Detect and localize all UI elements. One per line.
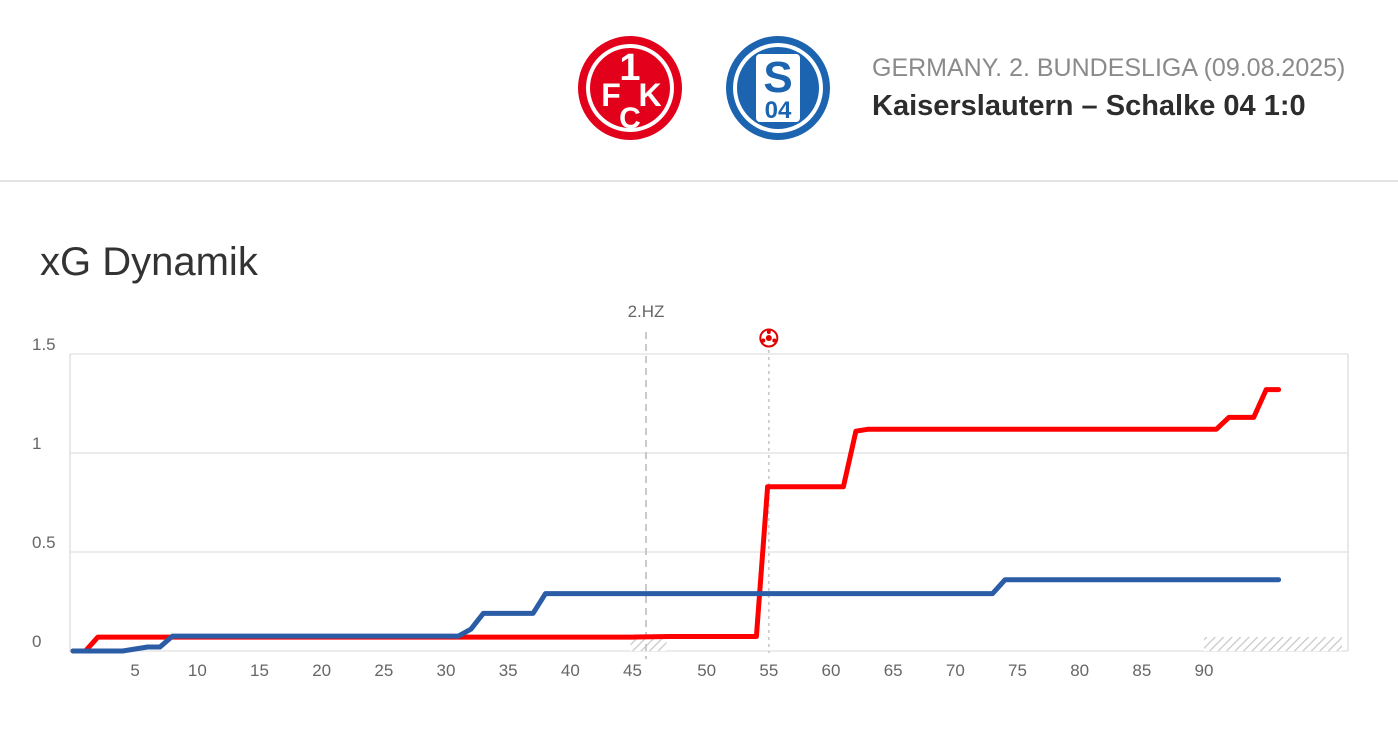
match-info: GERMANY. 2. BUNDESLIGA (09.08.2025) Kais… xyxy=(872,52,1345,126)
x-tick-label: 30 xyxy=(437,661,456,680)
svg-text:C: C xyxy=(619,102,641,135)
x-tick-label: 10 xyxy=(188,661,207,680)
x-tick-label: 40 xyxy=(561,661,580,680)
xg-chart: 2.HZ 0 0.5 1 1.5 5 10 15 20 25 30 35 40 45 50 55 60 65 70… xyxy=(32,302,1349,680)
svg-text:04: 04 xyxy=(765,97,792,124)
x-tick-label: 45 xyxy=(623,661,642,680)
competition-label: GERMANY. 2. BUNDESLIGA (09.08.2025) xyxy=(872,54,1346,82)
x-tick-label: 75 xyxy=(1008,661,1027,680)
x-tick-label: 70 xyxy=(946,661,965,680)
fck-logo-icon: 1 F K C xyxy=(578,36,682,140)
series-line-away xyxy=(70,577,1282,654)
x-tick-label: 80 xyxy=(1070,661,1089,680)
svg-text:F: F xyxy=(601,77,621,113)
y-tick-label: 1.5 xyxy=(32,335,56,354)
chart-title: xG Dynamik xyxy=(40,240,258,284)
x-tick-label: 15 xyxy=(250,661,269,680)
x-tick-label: 35 xyxy=(499,661,518,680)
x-tick-label: 5 xyxy=(130,661,139,680)
svg-text:K: K xyxy=(638,77,661,113)
y-tick-label: 1 xyxy=(32,434,41,453)
match-title: Kaiserslautern – Schalke 04 1:0 xyxy=(872,90,1306,122)
first-half-stoppage-area xyxy=(630,637,667,651)
x-tick-label: 85 xyxy=(1132,661,1151,680)
stoppage-time-areas xyxy=(630,637,1342,651)
x-tick-label: 50 xyxy=(697,661,716,680)
grid xyxy=(69,353,1349,652)
x-tick-label: 20 xyxy=(312,661,331,680)
series-lines xyxy=(70,387,1282,654)
match-header: 1 F K C S 04 GERMANY. 2. BUNDESLIGA (09.… xyxy=(0,0,1398,182)
halftime-label: 2.HZ xyxy=(628,302,665,321)
y-tick-label: 0.5 xyxy=(32,533,56,552)
x-tick-label: 55 xyxy=(759,661,778,680)
second-half-stoppage-area xyxy=(1204,637,1342,651)
goal-ball-icon xyxy=(759,328,779,348)
svg-text:S: S xyxy=(763,53,792,102)
x-tick-label: 60 xyxy=(822,661,841,680)
y-tick-label: 0 xyxy=(32,632,41,651)
x-tick-label: 65 xyxy=(884,661,903,680)
series-line-home xyxy=(70,387,1282,654)
svg-text:1: 1 xyxy=(619,47,640,89)
schalke-logo-icon: S 04 xyxy=(726,36,830,140)
x-tick-label: 25 xyxy=(374,661,393,680)
x-tick-label: 90 xyxy=(1195,661,1214,680)
axis-ticks: 0 0.5 1 1.5 5 10 15 20 25 30 35 40 45 50 55 60 65 70 75 80 8… xyxy=(32,335,1213,680)
event-markers: 2.HZ xyxy=(628,302,779,659)
